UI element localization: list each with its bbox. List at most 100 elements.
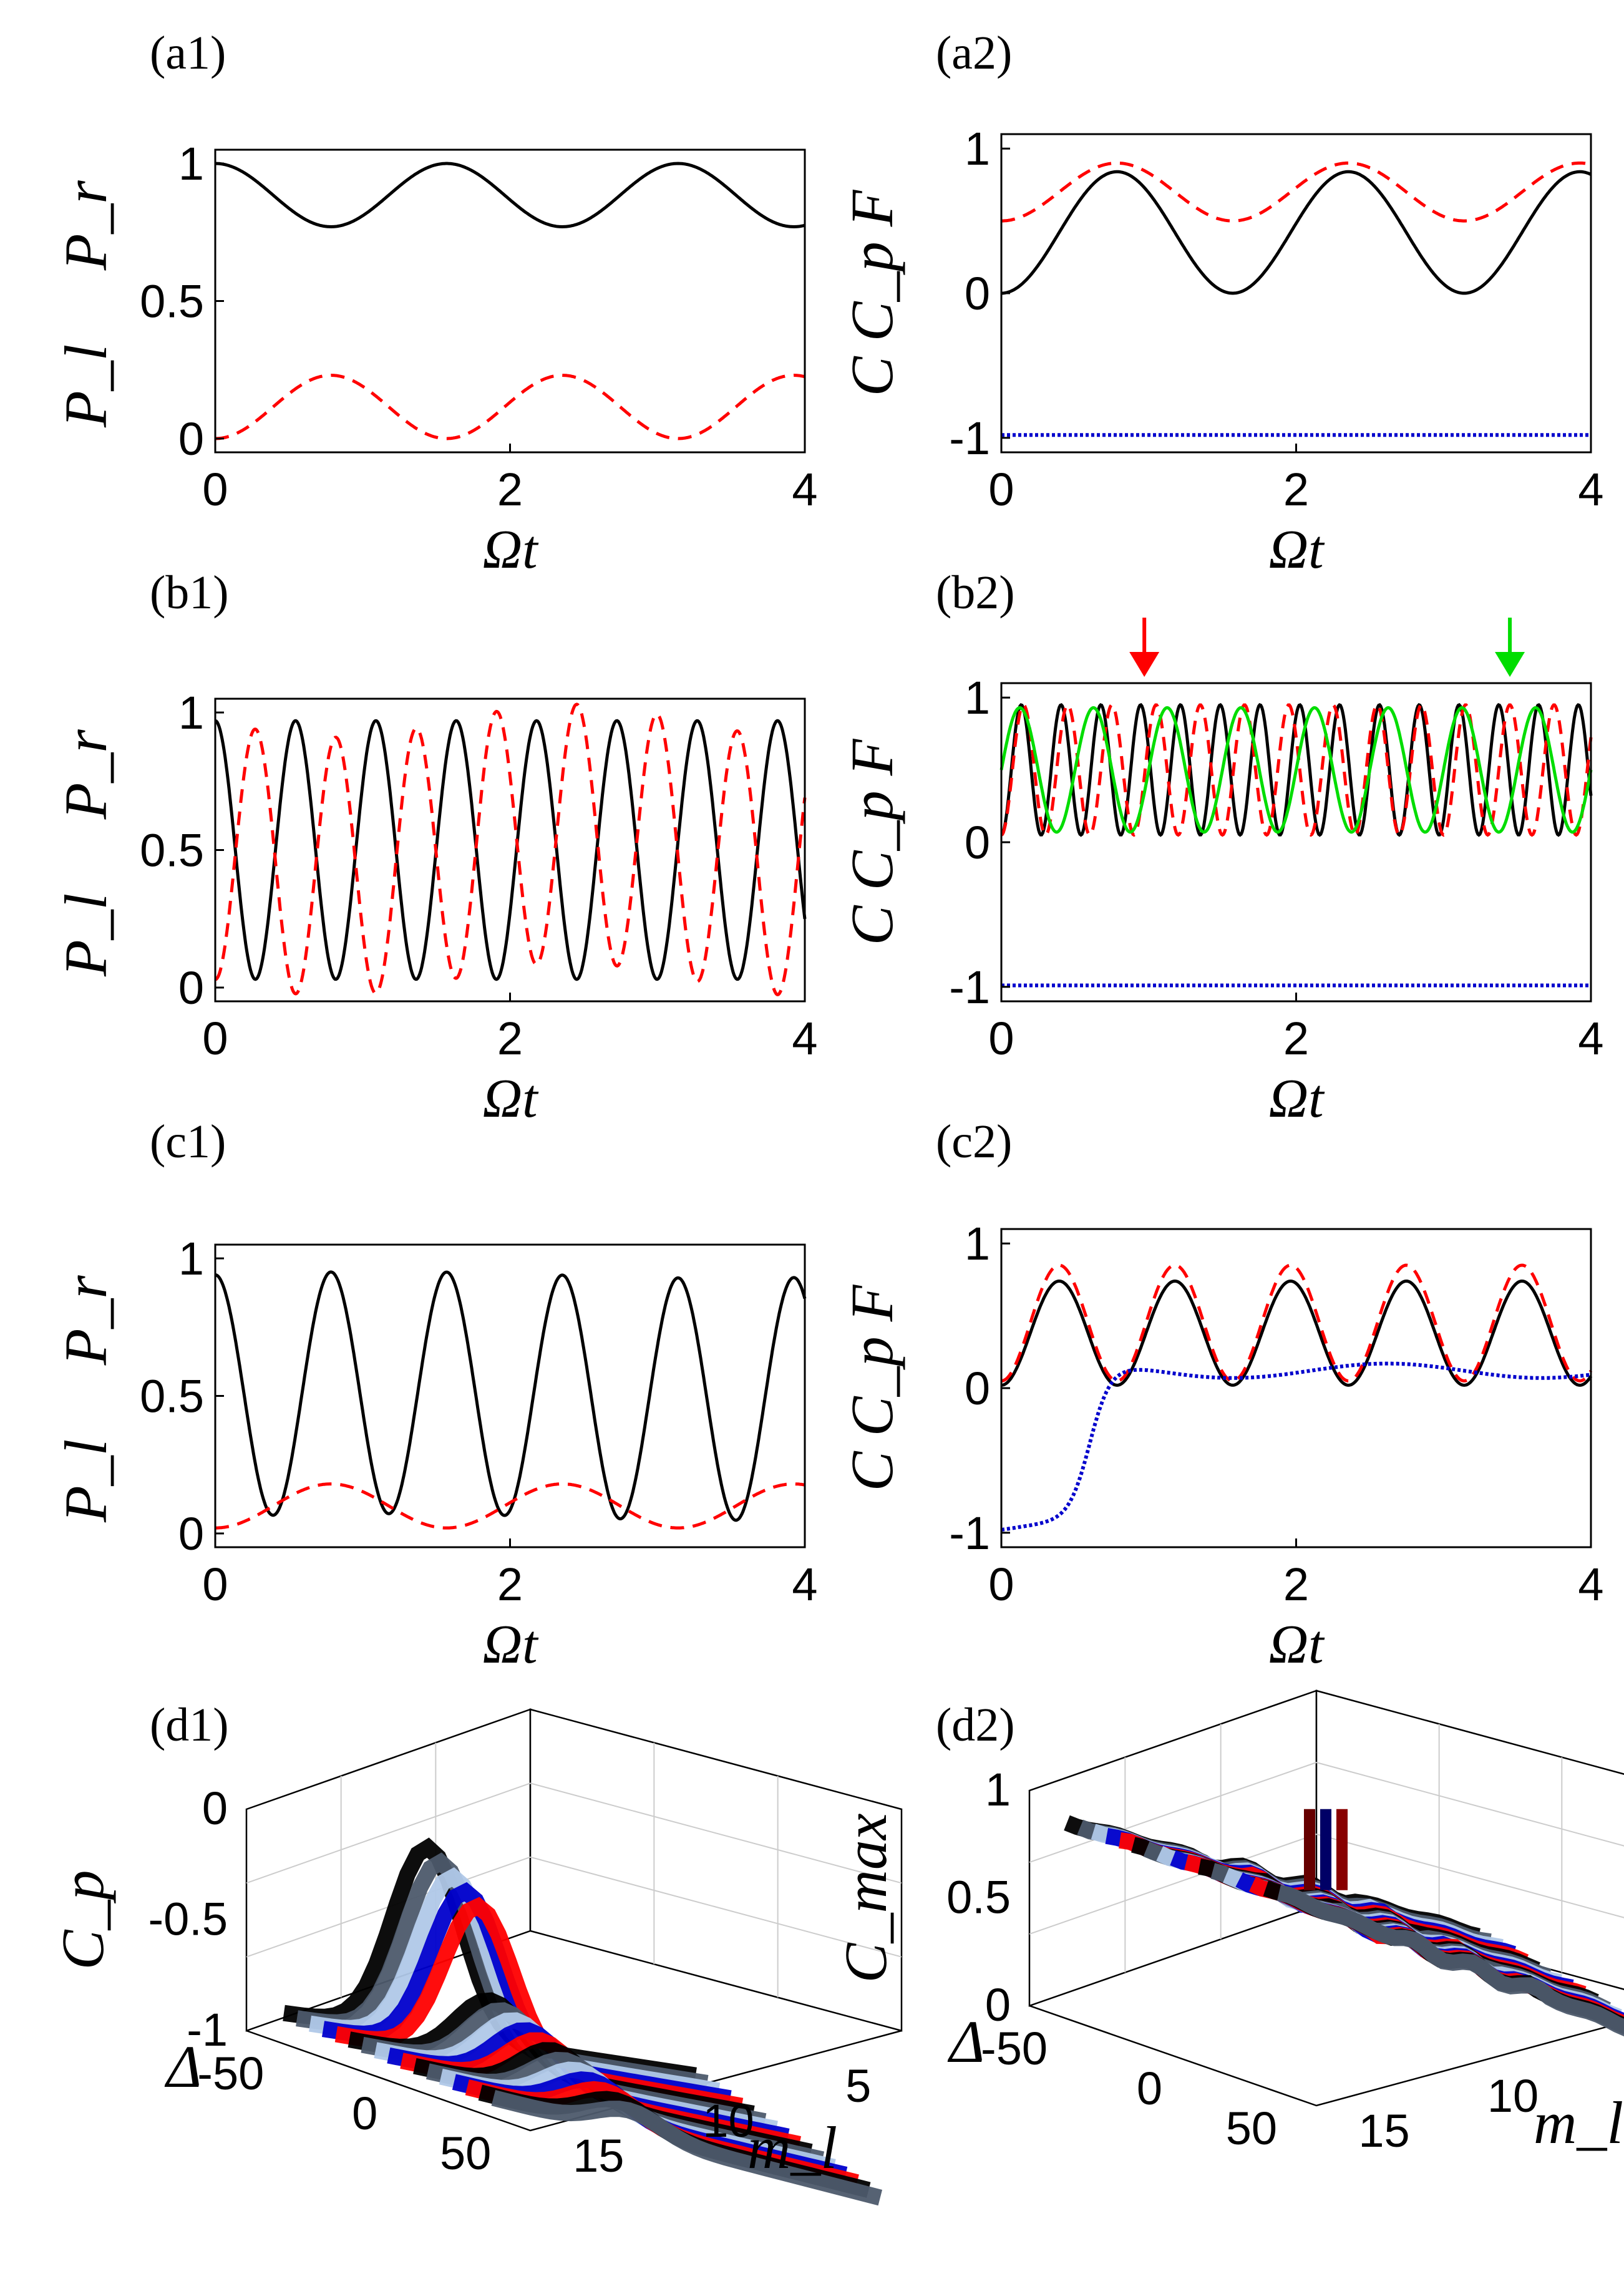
surface-spike (1320, 1809, 1331, 1890)
x-tick-label: 0 (202, 1013, 228, 1064)
y-tick-label: 15 (1358, 2105, 1409, 2157)
series-c2-C_p (1001, 1361, 1592, 1532)
y-axis-label-d1: m_l (747, 2114, 837, 2181)
panel-label-b1: (b1) (150, 566, 229, 619)
y-tick-label: 15 (573, 2130, 624, 2182)
series-c2-F (1001, 1263, 1593, 1383)
y-tick-label: 1 (965, 672, 990, 724)
y-axis-label-bottom-c1: P_l (52, 1439, 119, 1523)
plot-d1: -1 -0.5 0 -50 0 50 15 10 5 C_p Δm_l (49, 1708, 903, 2206)
x-tick-label: 0 (202, 464, 228, 515)
x-tick-label: 2 (497, 1013, 523, 1064)
x-tick-label: 2 (497, 464, 523, 515)
series-c2-C (1001, 1280, 1593, 1387)
x-tick-label: 2 (1283, 1013, 1309, 1064)
series-a2-F (1001, 161, 1592, 223)
y-axis-label-top-c1: P_r (52, 1275, 119, 1366)
y-axis-label-c2: C C_p F (839, 1284, 905, 1491)
panel-label-d1: (d1) (150, 1699, 229, 1751)
panel-label-c2: (c2) (936, 1115, 1012, 1168)
y-tick-label: 0 (178, 413, 204, 465)
panel-label-c1: (c1) (150, 1115, 226, 1168)
panel-label-a1: (a1) (150, 27, 226, 79)
x-tick-label: 4 (1578, 464, 1603, 515)
x-tick-label: 4 (1578, 1558, 1603, 1610)
z-tick-label: -1 (187, 2004, 228, 2056)
z-axis-label-d1: C_p (49, 1870, 116, 1970)
x-tick-label: 4 (792, 1013, 817, 1064)
gridline (530, 1782, 902, 1884)
y-tick-label: 0 (178, 1508, 204, 1560)
z-tick-label: 0 (985, 1979, 1011, 2031)
y-tick-label: 1 (965, 123, 990, 175)
y-tick-label: 1 (178, 1233, 204, 1285)
x-tick-label: 0 (988, 1558, 1014, 1610)
plot-b1: 0 2 4 0 0.5 1 Ωt P_r P_l (52, 687, 818, 1129)
y-tick-label: 1 (178, 138, 204, 190)
axes-frame-c2 (1000, 1228, 1592, 1548)
x-tick-label: 50 (440, 2127, 491, 2179)
gridline (530, 1856, 902, 1958)
y-tick-label: 0 (178, 962, 204, 1014)
axes-frame-a1 (214, 148, 806, 454)
y-axis-label-bottom-a1: P_l (52, 344, 119, 428)
floor-edges (246, 2029, 902, 2132)
y-tick-label: 0.5 (140, 276, 204, 328)
x-axis-label-c2: Ωt (1268, 1615, 1325, 1675)
arrowhead-icon (1129, 652, 1160, 677)
series-a2-C (1001, 170, 1592, 295)
x-tick-label: 4 (792, 1558, 817, 1610)
y-tick-label: 0.5 (140, 825, 204, 877)
z-tick-label: -0.5 (148, 1893, 228, 1945)
y-tick-label: 0 (965, 268, 990, 319)
gridline (1029, 1762, 1317, 1863)
panel-label-b2: (b2) (936, 566, 1015, 619)
floor-edges (1029, 2005, 1624, 2107)
series-a1-P_l (215, 373, 805, 440)
z-tick-label: 0.5 (946, 1872, 1011, 1923)
gridline (1316, 1834, 1624, 1918)
series-c1-P_l (215, 1482, 805, 1530)
series-b1-P_r (215, 719, 807, 981)
z-tick-label: 0 (202, 1782, 228, 1834)
y-axis-label-top-b1: P_r (52, 729, 119, 820)
z-tick-label: 1 (985, 1764, 1011, 1815)
y-tick-label: -1 (949, 412, 990, 464)
y-axis-label-b2: C C_p F (839, 738, 905, 945)
surface-spike (1336, 1809, 1348, 1890)
series-c1-P_r (215, 1270, 807, 1522)
y-tick-label: 10 (1487, 2070, 1539, 2122)
y-tick-label: 0.5 (140, 1371, 204, 1422)
x-axis-label-c1: Ωt (482, 1615, 539, 1675)
y-tick-label: 1 (178, 687, 204, 739)
x-tick-label: 0 (202, 1558, 228, 1610)
y-tick-label: -1 (949, 1507, 990, 1559)
x-tick-label: 50 (1226, 2102, 1277, 2154)
x-tick-label: 0 (988, 1013, 1014, 1064)
y-axis-label-d2: m_l (1534, 2089, 1623, 2156)
panel-label-a2: (a2) (936, 27, 1012, 79)
y-tick-label: 0 (965, 1363, 990, 1414)
axes-frame-a2 (1000, 133, 1592, 454)
x-tick-label: -50 (197, 2048, 264, 2099)
surface-stripe (1277, 1885, 1624, 2037)
gridline (1029, 1834, 1317, 1935)
x-tick-label: -50 (981, 2023, 1048, 2074)
x-tick-label: 4 (1578, 1013, 1603, 1064)
plot-a1: 0 2 4 0 0.5 1 Ωt P_r P_l (52, 138, 818, 580)
x-axis-label-b2: Ωt (1268, 1069, 1325, 1129)
series-b1-P_l (215, 702, 807, 996)
x-tick-label: 0 (352, 2087, 377, 2139)
surface-spike (1304, 1809, 1315, 1890)
y-axis-label-bottom-b1: P_l (52, 893, 119, 977)
x-tick-label: 2 (1283, 1558, 1309, 1610)
x-axis-label-a2: Ωt (1268, 520, 1325, 580)
x-tick-label: 0 (1137, 2063, 1162, 2114)
series-b2-C (1000, 702, 1593, 837)
y-tick-label: 10 (703, 2095, 754, 2147)
y-tick-label: -1 (949, 961, 990, 1013)
x-tick-label: 2 (497, 1558, 523, 1610)
